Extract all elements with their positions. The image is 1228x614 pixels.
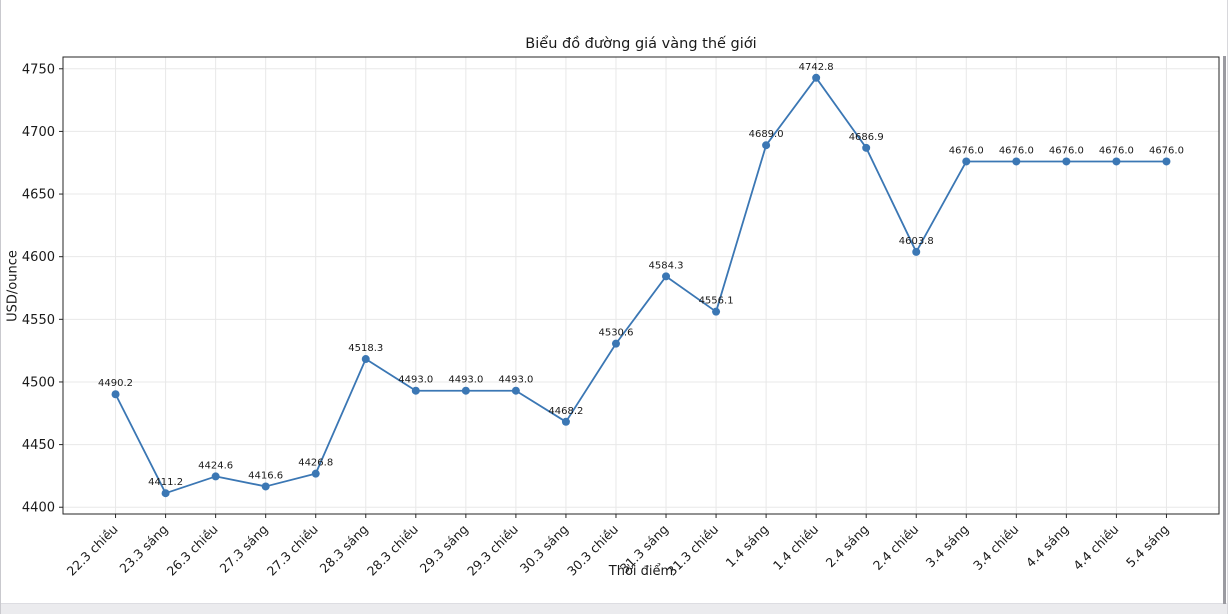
data-point [611, 339, 620, 348]
data-point [561, 417, 570, 426]
y-axis-label: USD/ounce [5, 250, 21, 322]
data-point [461, 386, 470, 395]
y-tick-label: 4650 [22, 188, 55, 203]
page-bottom-strip [1, 603, 1227, 614]
point-label: 4686.9 [849, 132, 884, 143]
y-tick-label: 4750 [22, 62, 55, 77]
data-point [1062, 157, 1071, 166]
data-point [511, 386, 520, 395]
data-point [211, 472, 220, 481]
point-label: 4468.2 [548, 406, 583, 417]
point-label: 4426.8 [298, 458, 333, 469]
data-point [962, 157, 971, 166]
point-label: 4742.8 [799, 62, 834, 73]
point-label: 4493.0 [448, 375, 483, 386]
data-point [1162, 157, 1171, 166]
point-label: 4676.0 [1099, 145, 1134, 156]
point-label: 4676.0 [949, 145, 984, 156]
point-label: 4603.8 [899, 236, 934, 247]
point-label: 4411.2 [148, 477, 183, 488]
data-point [411, 386, 420, 395]
data-point [762, 141, 771, 150]
x-tick-label: 2.4 sáng [823, 522, 872, 571]
y-tick-label: 4400 [22, 501, 55, 516]
scrollbar[interactable] [1223, 56, 1226, 604]
y-tick-label: 4700 [22, 125, 55, 140]
point-label: 4530.6 [598, 328, 633, 339]
point-label: 4424.6 [198, 460, 233, 471]
data-point [261, 482, 270, 491]
point-label: 4584.3 [649, 260, 684, 271]
plot-border [62, 56, 1220, 515]
x-tick-label: 4.4 sáng [1023, 522, 1072, 571]
data-point [912, 247, 921, 256]
point-label: 4556.1 [699, 296, 734, 307]
point-label: 4689.0 [749, 129, 784, 140]
data-point [361, 355, 370, 364]
data-point [812, 73, 821, 82]
x-axis-label: Thời điểm [608, 564, 674, 579]
data-point [311, 469, 320, 478]
data-point [662, 272, 671, 281]
y-tick-label: 4450 [22, 438, 55, 453]
price-line [114, 76, 1167, 495]
point-label: 4493.0 [498, 375, 533, 386]
y-tick-label: 4500 [22, 375, 55, 390]
point-label: 4518.3 [348, 343, 383, 354]
point-label: 4490.2 [98, 378, 133, 389]
point-label: 4416.6 [248, 470, 283, 481]
x-tick-label: 3.4 sáng [923, 522, 972, 571]
data-point [161, 489, 170, 498]
data-point [1012, 157, 1021, 166]
point-label: 4676.0 [1149, 145, 1184, 156]
data-point [1112, 157, 1121, 166]
point-label: 4676.0 [999, 145, 1034, 156]
x-tick-label: 1.4 sáng [723, 522, 772, 571]
chart-title: Biểu đồ đường giá vàng thế giới [525, 36, 757, 52]
data-point [111, 390, 120, 399]
y-tick-label: 4600 [22, 250, 55, 265]
data-point [712, 307, 721, 316]
data-point [862, 143, 871, 152]
point-label: 4493.0 [398, 375, 433, 386]
y-tick-label: 4550 [22, 313, 55, 328]
x-tick-label: 5.4 sáng [1123, 522, 1172, 571]
point-label: 4676.0 [1049, 145, 1084, 156]
